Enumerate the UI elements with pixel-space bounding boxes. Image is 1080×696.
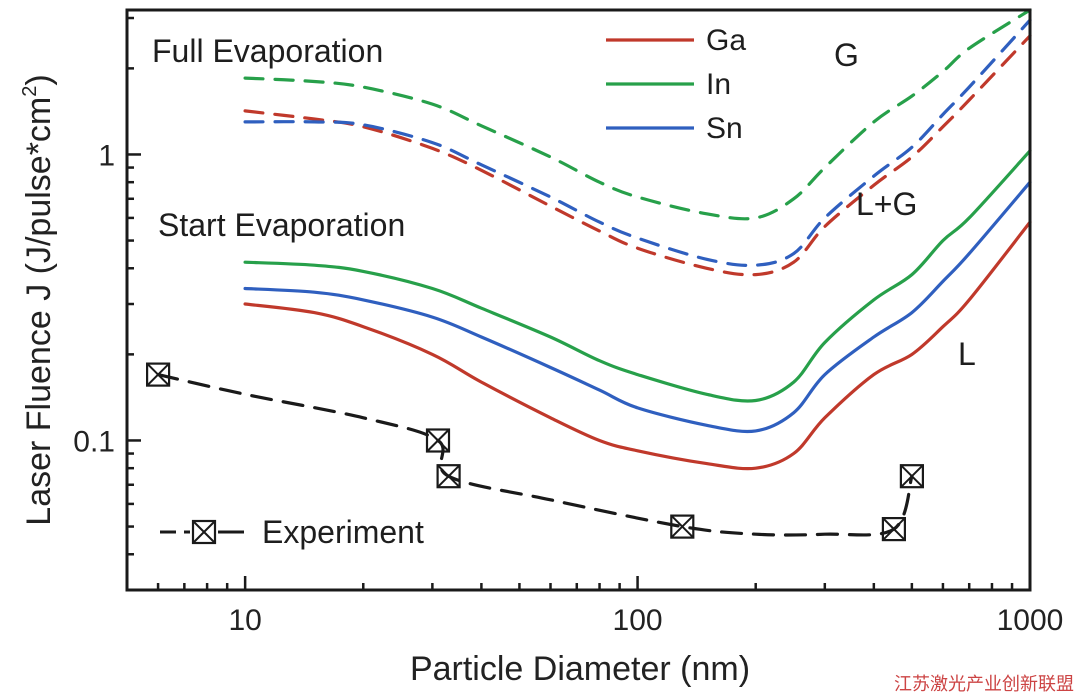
y-tick-label: 1 [98,139,115,172]
curves-layer [156,8,1032,537]
y-axis-title: Laser Fluence J (J/pulse*cm2) [19,74,58,525]
legend: Ga In Sn [606,24,746,145]
x-tick-label: 100 [613,604,663,637]
legend-label-sn: Sn [706,112,743,145]
legend-experiment: Experiment [160,514,424,550]
legend-label-in: In [706,68,731,101]
series-ga-start-line [243,220,1032,471]
legend-label-ga: Ga [706,24,746,57]
experiment-point [899,464,925,489]
axis-ticks: 10 100 1000 0.1 1 [73,16,1064,637]
y-tick-label: 0.1 [73,425,115,458]
annotation-full-evaporation: Full Evaporation [152,33,383,69]
experiment-point [881,516,907,542]
legend-experiment-label: Experiment [262,514,424,550]
series-experiment-experiment-line [156,373,914,537]
series-sn-full-line [243,18,1032,268]
y-axis-title-sup: 2 [19,86,41,97]
y-axis-title-close: ) [20,74,58,85]
annotation-start-evaporation: Start Evaporation [158,207,405,243]
experiment-markers [146,362,925,542]
experiment-point [670,514,695,539]
series-in-start-line [243,149,1032,403]
x-axis-title: Particle Diameter (nm) [410,650,750,688]
x-tick-label: 10 [228,604,261,637]
y-axis-title-main: Laser Fluence J (J/pulse*cm [20,97,58,526]
experiment-point [436,464,461,489]
series-ga-full-line [243,34,1032,277]
watermark-text: 江苏激光产业创新联盟 [894,674,1074,695]
series-in-full-line [243,8,1032,221]
annotation-region-lg: L+G [856,186,917,222]
axis-frame [125,8,1032,592]
annotation-region-g: G [834,37,859,73]
x-tick-label: 1000 [997,604,1064,637]
legend-experiment-marker [191,519,217,545]
experiment-point [146,362,171,387]
experiment-point [425,428,451,453]
annotation-region-l: L [958,336,976,372]
series-sn-start-line [243,180,1032,434]
